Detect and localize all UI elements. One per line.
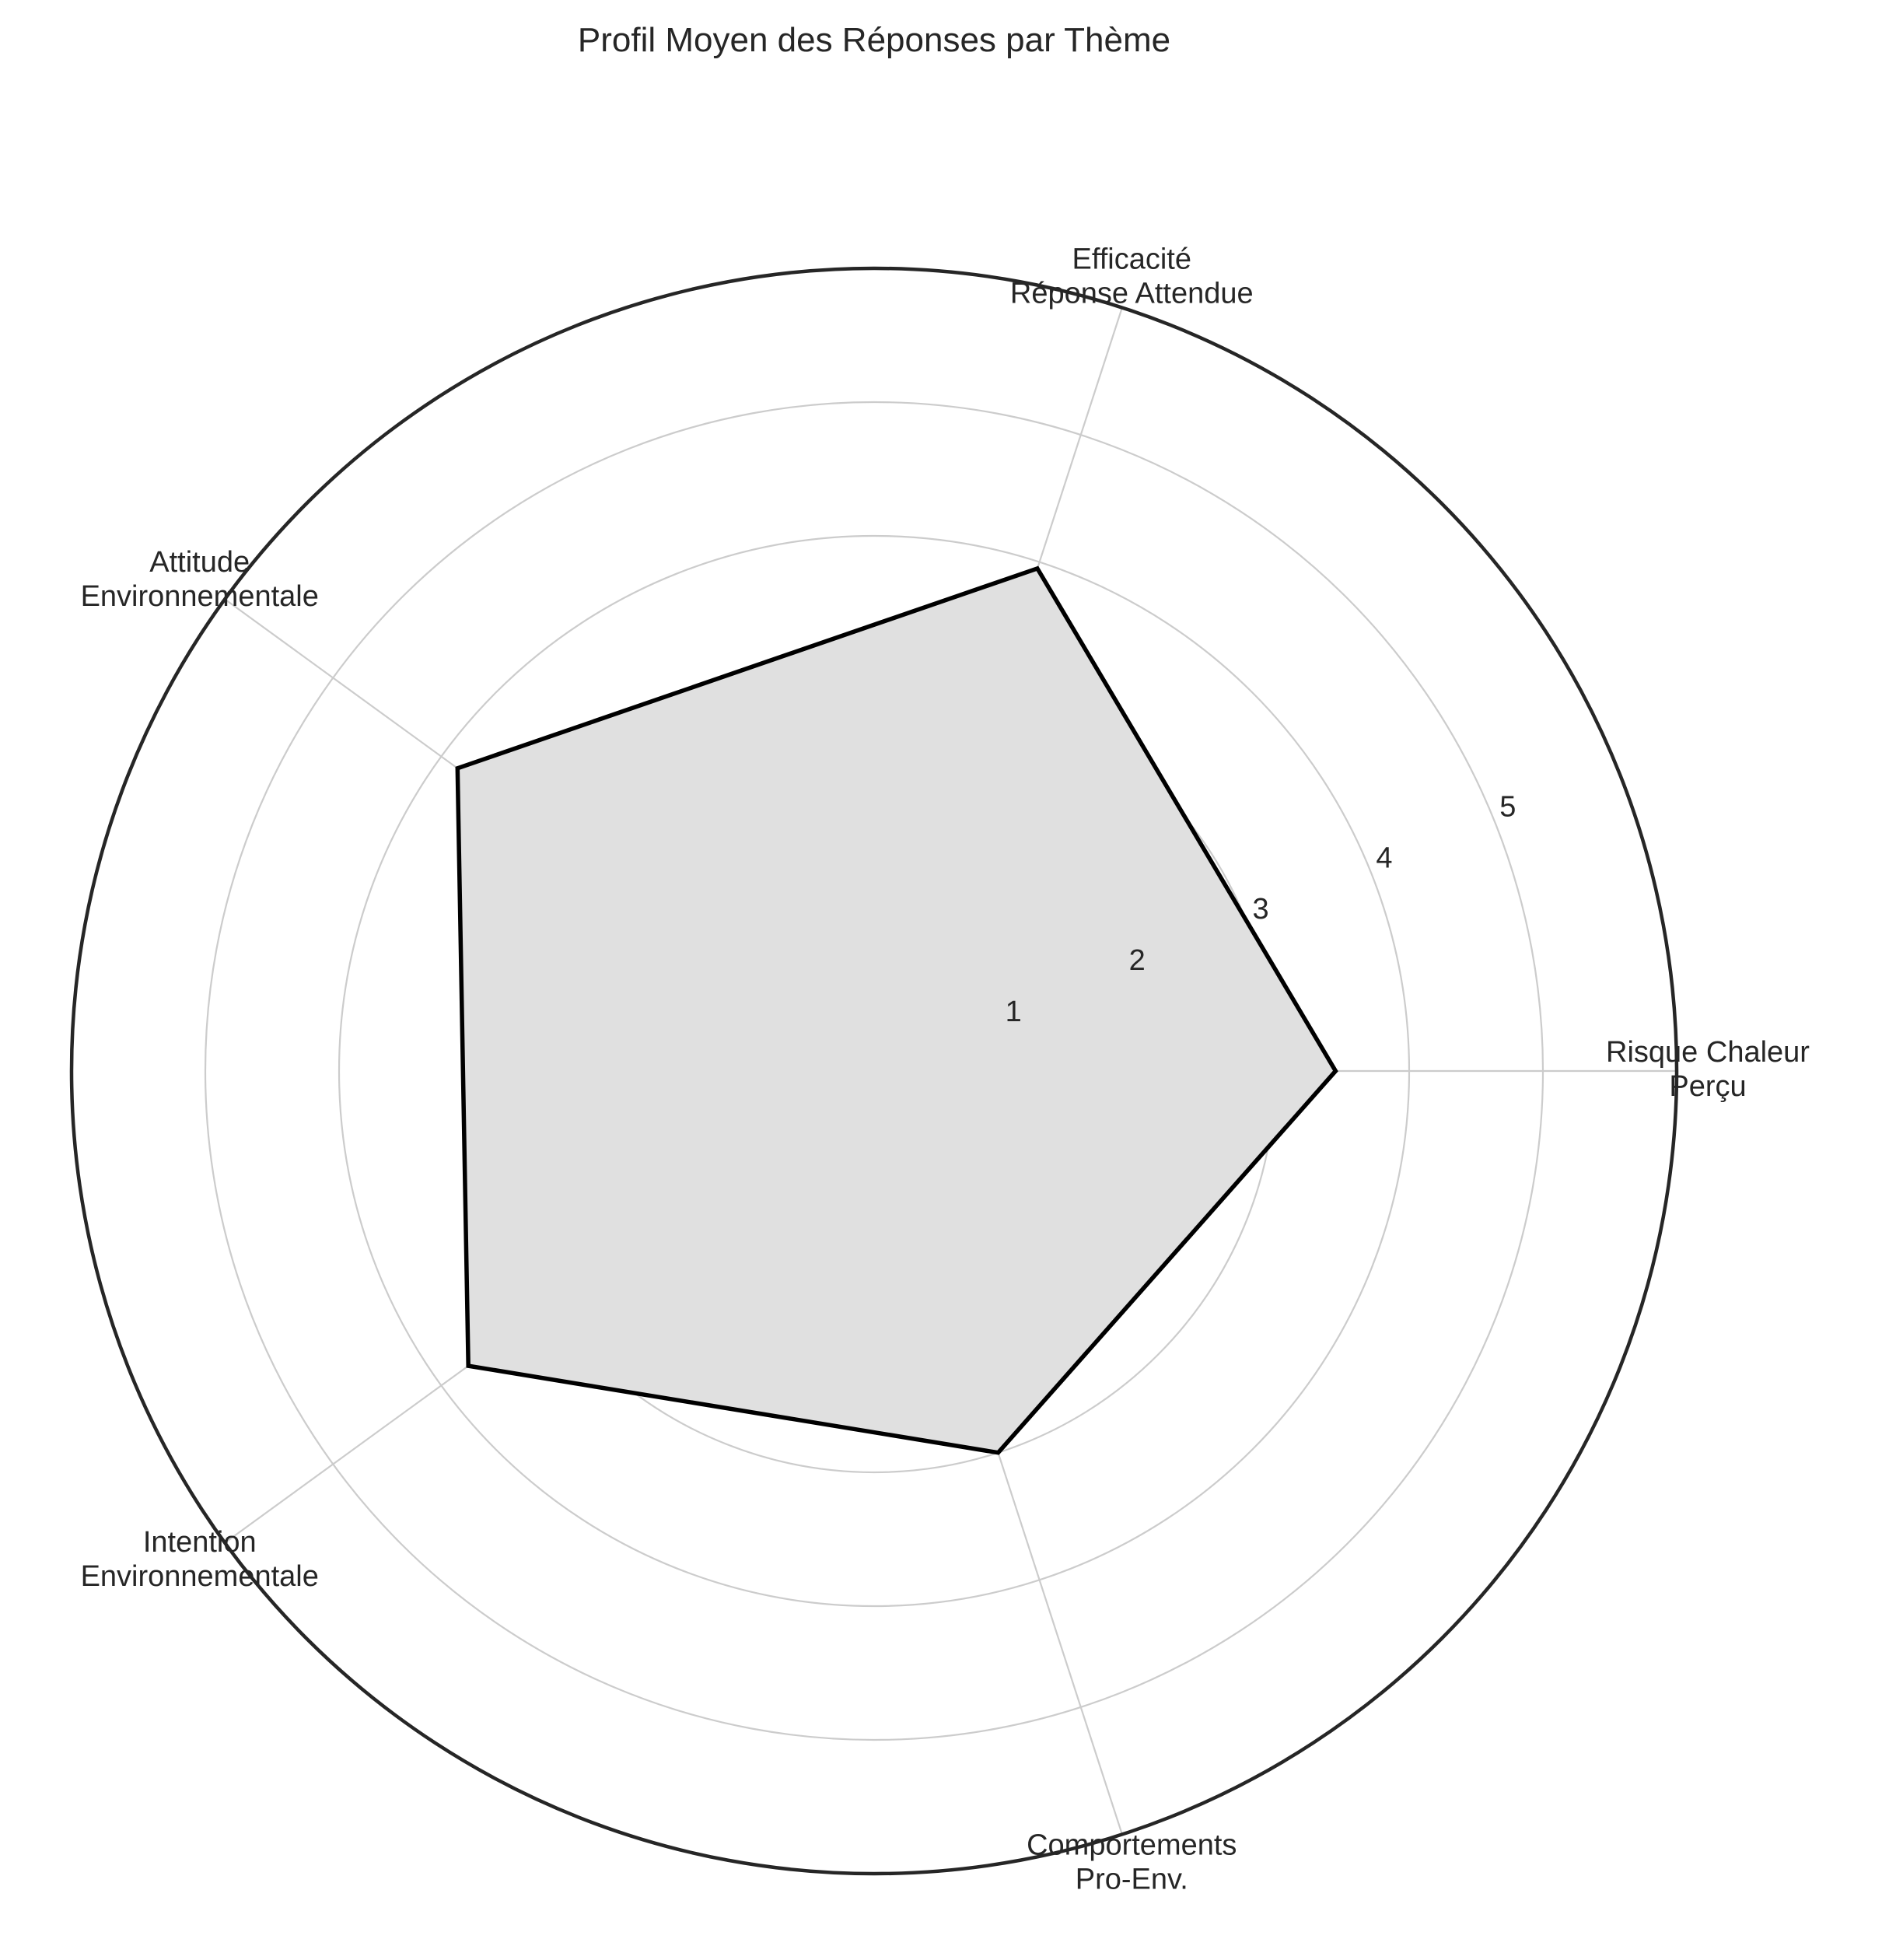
- r-tick-label-2: 2: [1129, 944, 1146, 977]
- category-label-5: Comportements Pro-Env.: [1027, 1829, 1237, 1896]
- r-tick-label-4: 4: [1376, 842, 1392, 874]
- data-point-3: [457, 767, 459, 769]
- r-tick-label-3: 3: [1252, 893, 1268, 926]
- data-layer: [455, 565, 1338, 1455]
- chart-title: Profil Moyen des Réponses par Thème: [578, 21, 1170, 59]
- r-tick-label-1: 1: [1006, 996, 1022, 1028]
- data-point-2: [1036, 567, 1038, 569]
- category-label-2: Efficacité Réponse Attendue: [1010, 243, 1254, 310]
- label-layer: 1 2 3 4 5 Risque Chaleur Perçu Efficacité Répons…: [81, 243, 1810, 1895]
- series-area: [457, 568, 1336, 1453]
- data-point-4: [467, 1365, 470, 1367]
- category-label-4: Intention Environnementale: [81, 1526, 319, 1593]
- r-tick-label-5: 5: [1499, 791, 1516, 824]
- data-point-5: [997, 1451, 999, 1454]
- category-label-1: Risque Chaleur Perçu: [1606, 1036, 1810, 1103]
- series-line: [455, 565, 1338, 1455]
- polar-frame: [69, 266, 1679, 1876]
- category-label-3: Attitude Environnementale: [81, 546, 319, 613]
- frame-layer: [69, 266, 1679, 1876]
- data-point-1: [1335, 1070, 1337, 1072]
